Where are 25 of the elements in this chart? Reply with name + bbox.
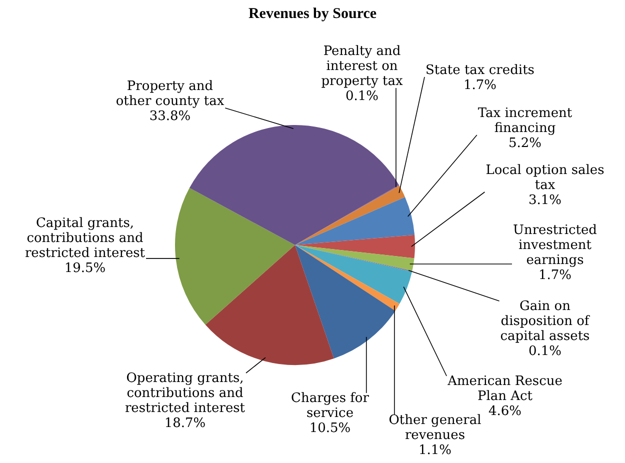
data-label: 18.7% <box>164 416 206 431</box>
data-label: 1.1% <box>418 442 452 458</box>
slice-label: Capital grants, contributions and restricted interest <box>24 216 146 261</box>
data-label: 0.1% <box>528 344 562 359</box>
data-label: 0.1% <box>345 88 379 104</box>
slice-label: State tax credits <box>426 62 534 78</box>
data-label: 5.2% <box>508 136 542 151</box>
slice-label: Charges for service <box>291 390 370 421</box>
slice-label: Local option sales tax <box>486 162 604 193</box>
chart-title: Revenues by Source <box>247 6 378 23</box>
slice-label: American Rescue Plan Act <box>446 374 563 404</box>
data-label: 3.1% <box>528 192 562 208</box>
data-label: 4.6% <box>488 404 522 419</box>
data-label: 10.5% <box>309 420 351 436</box>
data-label: 33.8% <box>149 108 191 124</box>
slice-label: Penalty and interest on property tax <box>321 44 404 89</box>
slice-label: Property and other county tax <box>116 78 225 109</box>
slice-label: Unrestricted investment earnings <box>512 222 598 268</box>
slice-label: Operating grants, contributions and restricted interest <box>124 370 246 416</box>
data-label: 1.7% <box>538 268 572 283</box>
data-label: 19.5% <box>64 260 106 276</box>
data-label: 1.7% <box>463 78 497 93</box>
slice-label: Tax increment financing <box>478 106 573 136</box>
slice-label: Gain on disposition of capital assets <box>500 298 590 344</box>
slice-label: Other general revenues <box>388 412 482 443</box>
